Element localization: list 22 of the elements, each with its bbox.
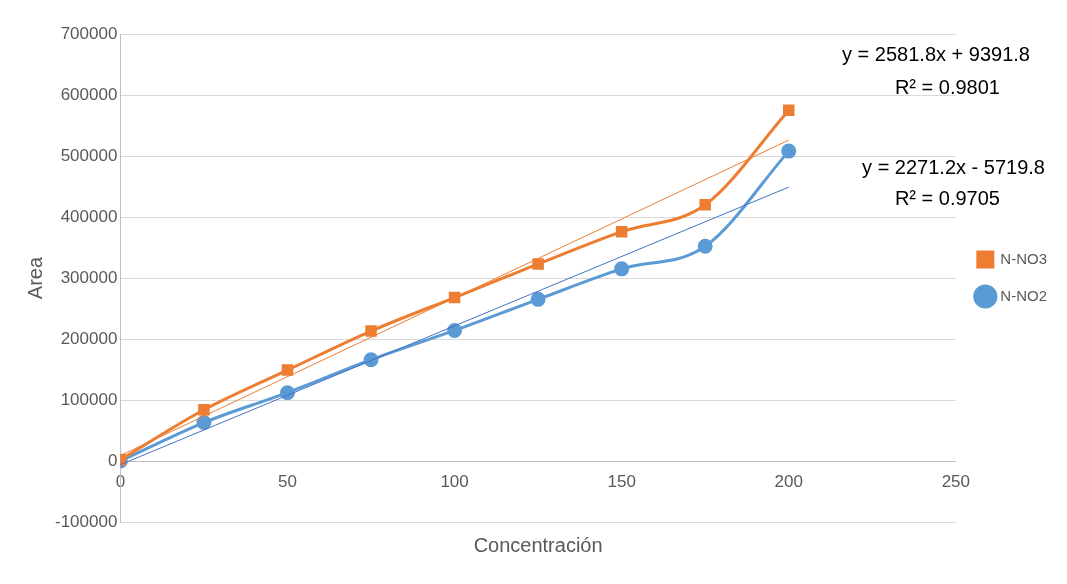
y-tick-label: 600000 (60, 84, 118, 104)
x-tick-label: 250 (941, 471, 971, 491)
y-axis-title: Area (23, 256, 46, 300)
x-tick-label: 150 (607, 471, 636, 491)
annotation: R² = 0.9801 (894, 75, 1000, 98)
legend-label: N-NO2 (1000, 286, 1047, 304)
y-tick-label: 0 (107, 450, 118, 470)
x-tick-label: 200 (774, 471, 803, 491)
x-tick-label: 100 (440, 471, 469, 491)
annotation: y = 2271.2x - 5719.8 (862, 155, 1045, 178)
y-tick-label: 400000 (60, 206, 118, 226)
x-tick-label: 50 (278, 471, 297, 491)
y-tick-label: -100000 (55, 511, 118, 531)
legend-label: N-NO3 (1000, 249, 1047, 267)
y-tick-label: 100000 (60, 389, 118, 409)
x-axis-title: Concentración (473, 533, 603, 556)
y-tick-label: 200000 (60, 328, 118, 348)
y-tick-label: 700000 (60, 23, 118, 43)
y-tick-label: 500000 (60, 145, 118, 165)
annotation: R² = 0.9705 (894, 186, 1000, 209)
annotation: y = 2581.8x + 9391.8 (842, 42, 1030, 65)
y-tick-label: 300000 (60, 267, 118, 287)
